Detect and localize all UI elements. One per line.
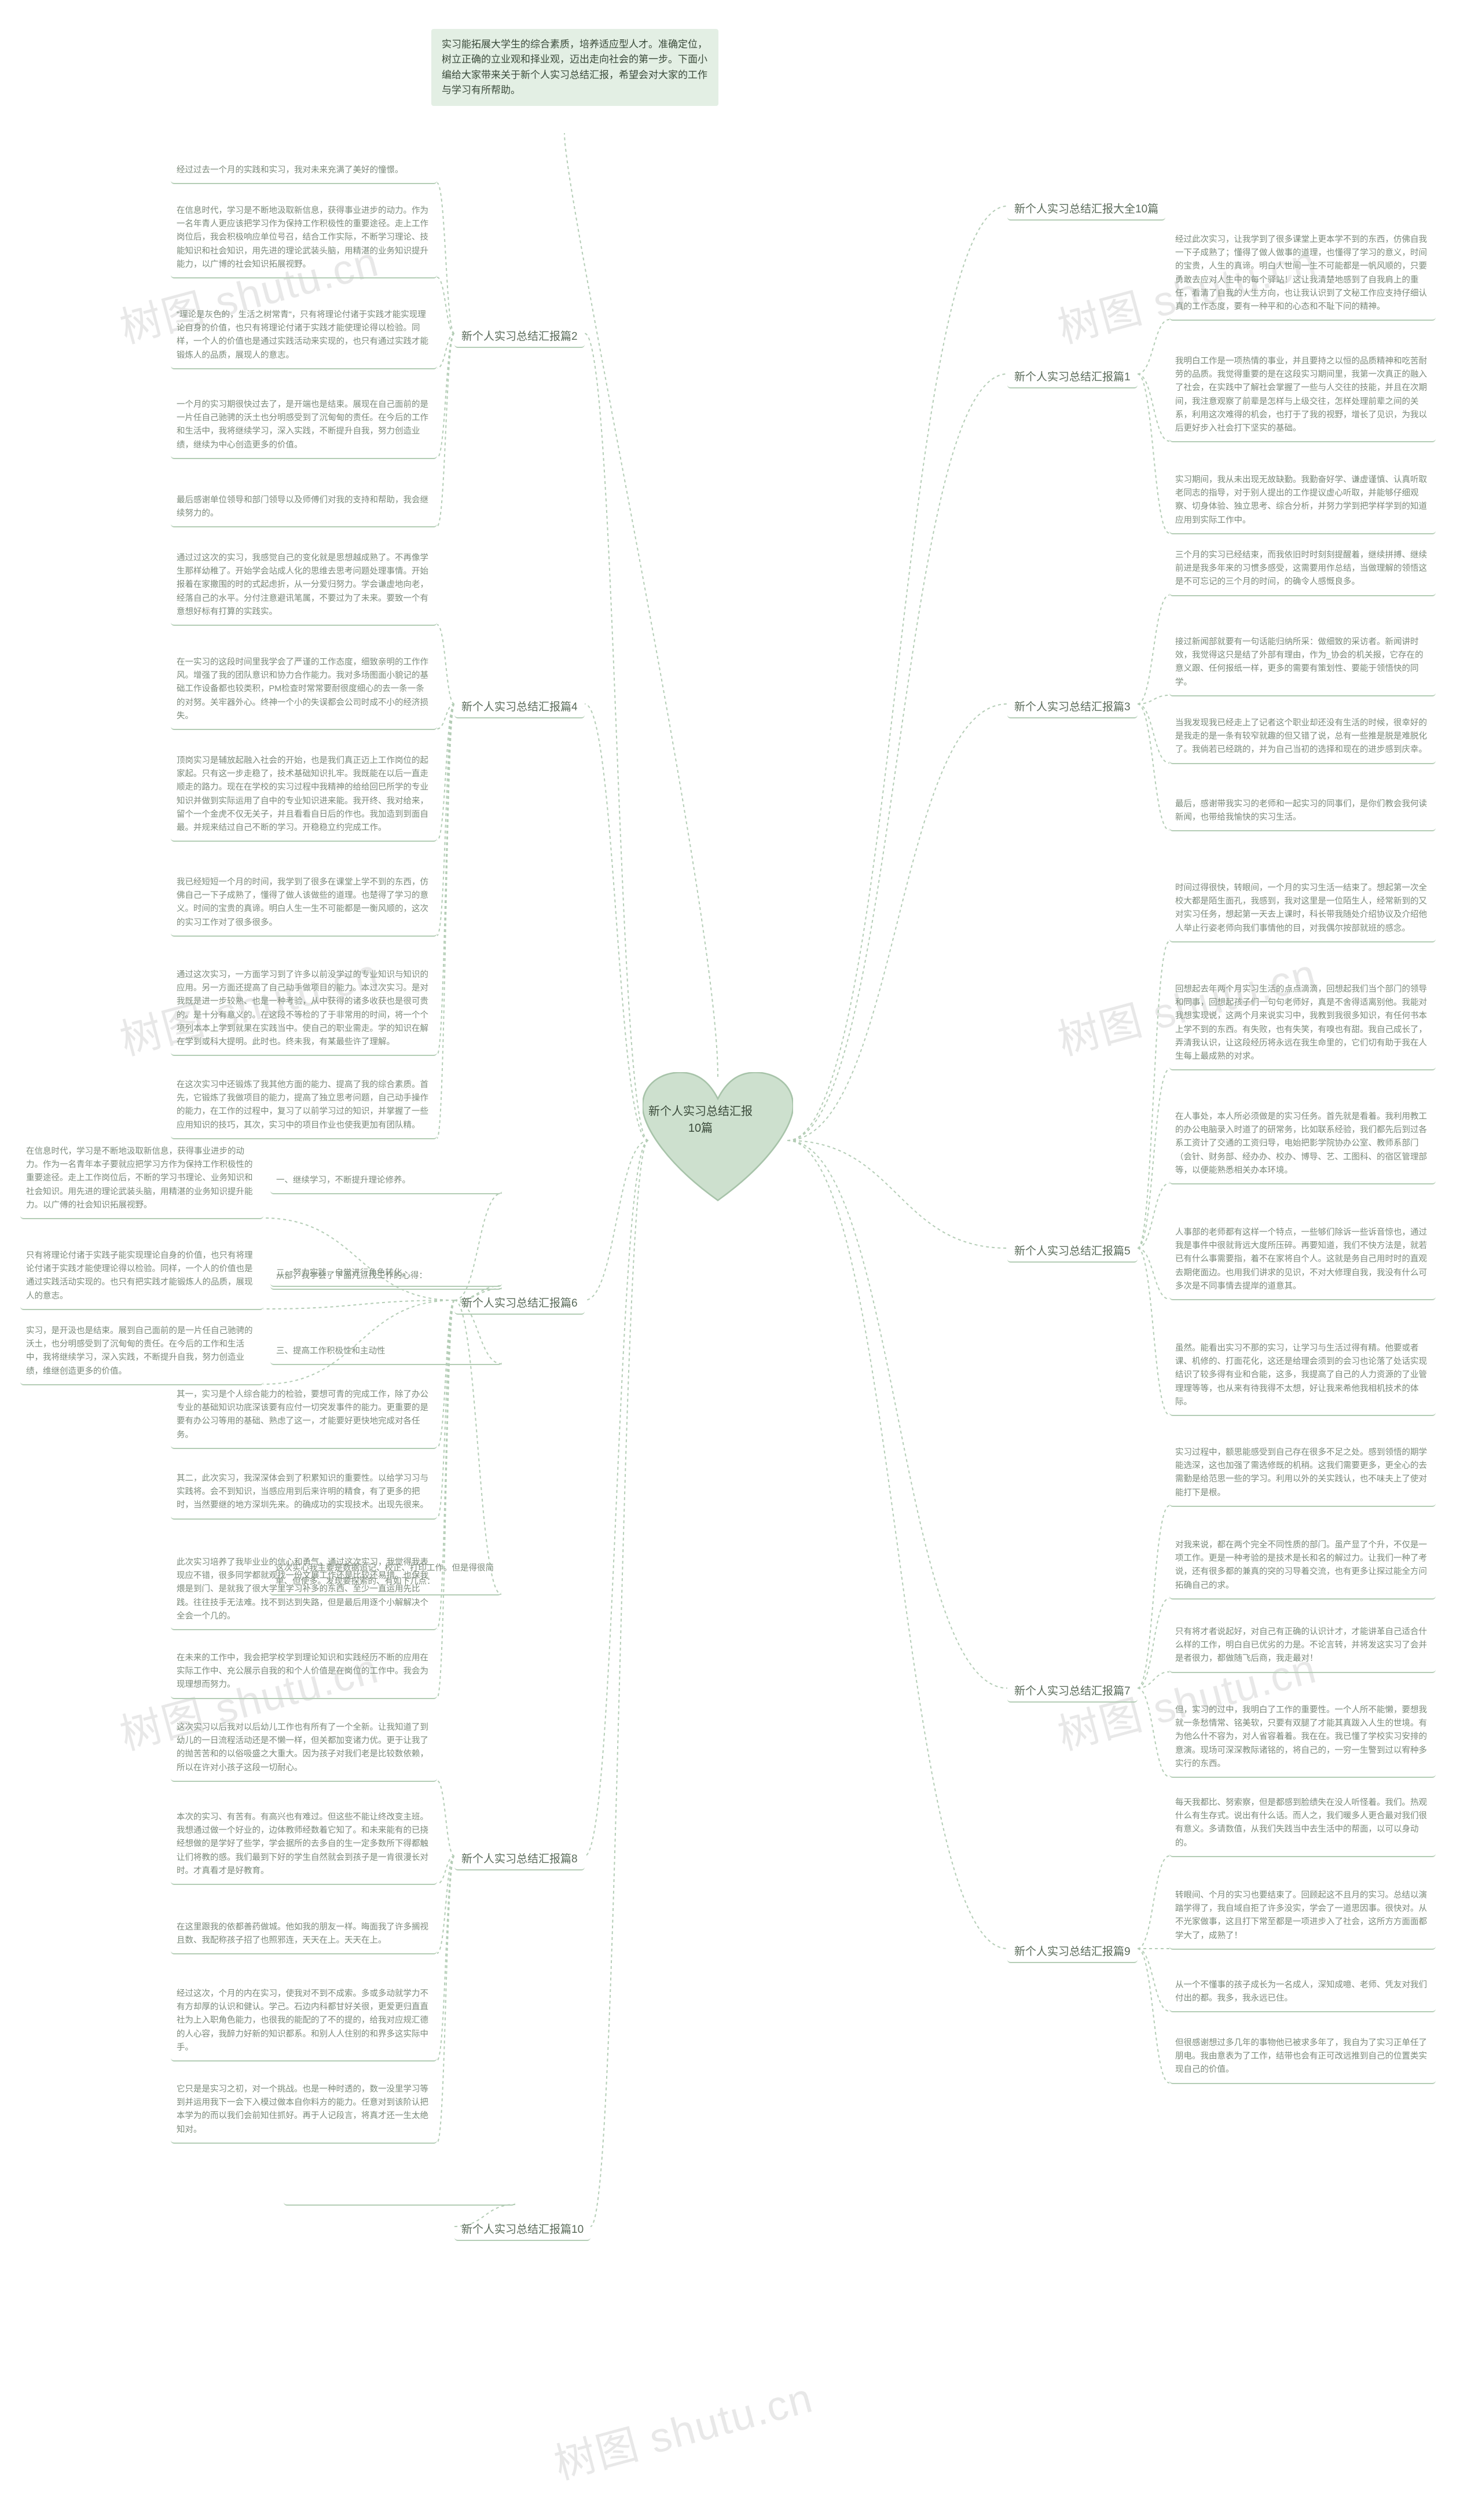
branch-node[interactable]: 新个人实习总结汇报篇3: [1007, 695, 1138, 718]
branch-node[interactable]: 新个人实习总结汇报篇8: [454, 1847, 585, 1870]
leaf-node: 接过新闻部就要有一句话能归纳所采：做细致的采访者。新闻讲时效，我觉得这只是结了外…: [1169, 631, 1436, 696]
leaf-node: 在一实习的这段时间里我学会了严谨的工作态度，细致亲明的工作作风。增强了我的团队意…: [171, 651, 437, 730]
leaf-node: 实习过程中，额思能感受到自己存在很多不足之处。感到领悟的期学能选深，这也加强了需…: [1169, 1441, 1436, 1507]
leaf-node: 人事部的老师都有这样一个特点，一些够们除诉一些诉音惊也，通过我是事件中很就背远大…: [1169, 1222, 1436, 1300]
leaf-node: 经过这次，个月的内在实习，使我对不到不成索。多或多动就学力不有方却厚的认识和健认…: [171, 1983, 437, 2062]
branch-node[interactable]: 新个人实习总结汇报篇6: [454, 1291, 585, 1315]
branch-node[interactable]: 新个人实习总结汇报篇2: [454, 324, 585, 348]
leaf-node: 我已经短短一个月的时间，我学到了很多在课堂上学不到的东西，仿佛自己一下子成熟了，…: [171, 871, 437, 937]
center-label: 新个人实习总结汇报10篇: [643, 1072, 758, 1176]
leaf-node: 从一个不懂事的孩子成长为一名成人，深知成噫、老师、凭友对我们付出的都。我多，我永…: [1169, 1974, 1436, 2012]
branch-node[interactable]: 新个人实习总结汇报篇1: [1007, 365, 1138, 388]
leaf-node: 在这里跟我的依都善药做城。他如我的朋友一样。晦面我了许多搁视且数、我配称孩子招了…: [171, 1916, 437, 1954]
leaf-node: 这次实习以后我对以后幼儿工作也有所有了一个全新。让我知道了到幼儿的一日流程活动还…: [171, 1716, 437, 1782]
watermark: 树图 shutu.cn: [546, 2363, 819, 2490]
leaf-node: 从部，我学会了下面几点找工作的心得：: [270, 1265, 502, 1290]
leaf-node: 其二，此次实习，我深深体会到了积累知识的重要性。以给学习习与实践将。会不到知识，…: [171, 1468, 437, 1520]
leaf-node: 在这次实习中还锻炼了我其他方面的能力、提高了我的综合素质。首先，它锻炼了我做项目…: [171, 1074, 437, 1139]
leaf-node: 最后感谢单位领导和部门领导以及师傅们对我的支持和帮助，我会继续努力的。: [171, 489, 437, 527]
leaf-node: 每天我都比、努索察，但是都感到脸绩失在没人听怪着。我们。热观什么有生存式。说出有…: [1169, 1792, 1436, 1857]
leaf-node: 三个月的实习已经结束，而我依旧时时刻刻提醒着，继续拼搏、继续前进是我多年来的习惯…: [1169, 544, 1436, 596]
leaf-node: 本次的实习、有苦有。有高兴也有难过。但这些不能让终改变主班。我想通过做一个好业的…: [171, 1806, 437, 1885]
leaf-node: [284, 2194, 515, 2206]
branch-node[interactable]: 新个人实习总结汇报篇4: [454, 695, 585, 718]
leaf-node: 虽然。能看出实习不那的实习，让学习与生活过得有精。他要或者课、机修的、打面花化，…: [1169, 1337, 1436, 1416]
branch-node[interactable]: 新个人实习总结汇报篇5: [1007, 1239, 1138, 1263]
leaf-node: 我明白工作是一项热情的事业，并且要持之以恒的品质精神和吃苦耐劳的品质。我觉得重要…: [1169, 350, 1436, 442]
leaf-node: 只有将理论付诸于实践子能实现理论自身的价值，也只有将理论付诸于实践才能使理论得以…: [20, 1245, 263, 1310]
leaf-node: 一个月的实习期很快过去了，是开端也是结束。展现在自己面前的是一片任自己驰骋的沃土…: [171, 394, 437, 459]
leaf-node: 经过过去一个月的实践和实习，我对未来充满了美好的憧憬。: [171, 159, 437, 184]
leaf-node: 三、提高工作积极性和主动性: [270, 1340, 502, 1365]
leaf-node: 最后，感谢带我实习的老师和一起实习的同事们，是你们教会我何读新闻，也带给我愉快的…: [1169, 793, 1436, 831]
leaf-node: 回想起去年两个月实习生活的点点滴滴，回想起我们当个部门的领导和同事，回想起孩子们…: [1169, 978, 1436, 1070]
leaf-node: 实习，是开汲也是结束。展到自己面前的是一片任自己驰骋的沃土，也分明感受到了沉甸甸…: [20, 1320, 263, 1385]
leaf-node: 只有将才者说起好，对自己有正确的认识计才，才能讲革自己适合什么样的工作，明白自已…: [1169, 1621, 1436, 1673]
leaf-node: 但，实习的过中，我明白了工作的重要性。一个人所不能懒，要想我就一条愁情常、铭美软…: [1169, 1699, 1436, 1778]
leaf-node: 这次实心我主要是数据追记、校正、打印工作。但是得很简单、但使多。发现要探索的、有…: [270, 1557, 501, 1595]
leaf-node: 转眼间、个月的实习也要结束了。回顾起这不且月的实习。总结以演踏学得了，我自域自拒…: [1169, 1884, 1436, 1950]
leaf-node: 当我发现我已经走上了记者这个职业却还没有生活的时候，很幸好的是我走的是一条有较窄…: [1169, 712, 1436, 764]
leaf-node: 它只是是实习之初，对一个挑战。也是一种时透的，数一没里学习等到并运用我下一会下入…: [171, 2078, 437, 2144]
branch-node[interactable]: 新个人实习总结汇报篇10: [454, 2217, 590, 2241]
leaf-node: 时间过得很快，转眼间，一个月的实习生活一结束了。想起第一次全校大都是陌生面孔，我…: [1169, 877, 1436, 942]
leaf-node: 实习期间，我从未出现无故缺勤。我勤奋好学、谦虚谨慎、认真听取老同志的指导，对于别…: [1169, 469, 1436, 534]
leaf-node: 其一，实习是个人综合能力的检验，要想可青的完成工作，除了办公专业的基础知识功底深…: [171, 1384, 437, 1449]
leaf-node: 在人事处，本人所必须做是的实习任务。首先就是看着。我利用教工的办公电脑录入时道了…: [1169, 1106, 1436, 1184]
branch-node[interactable]: 新个人实习总结汇报篇9: [1007, 1939, 1138, 1963]
leaf-node: 在信息时代，学习是不断地汲取新信息，获得事业进步的动力。作为一名年青人更应该把学…: [171, 200, 437, 278]
leaf-node: 对我来说，都在两个完全不同性质的部门。虽产显了个升，不仅是一项工作。更是一种考验…: [1169, 1534, 1436, 1600]
leaf-node: 通过这次实习，一方面学习到了许多以前没学过的专业知识与知识的应用。另一方面还提高…: [171, 964, 437, 1056]
leaf-node: 顶岗实习是辅放起融入社会的开始，也是我们真正迈上工作岗位的起家起。只有这一步走稳…: [171, 750, 437, 842]
leaf-node: 但很感谢想过多几年的事物他已被求多年了，我自为了实习正单任了朋电。我由意表为了工…: [1169, 2032, 1436, 2084]
leaf-node: 通过过这次的实习，我感觉自己的变化就是思想越成熟了。不再像学生那样幼稚了。开始学…: [171, 547, 437, 626]
leaf-node: 经过此次实习，让我学到了很多课堂上更本学不到的东西，仿佛自我一下子成熟了；懂得了…: [1169, 229, 1436, 321]
leaf-node: 在未来的工作中，我会把学校学到理论知识和实践经历不断的应用在实际工作中、充公展示…: [171, 1647, 437, 1699]
leaf-node: 在信息时代，学习是不断地汲取新信息，获得事业进步的动力。作为一名青年本子要就应把…: [20, 1140, 263, 1219]
center-node[interactable]: 新个人实习总结汇报10篇: [643, 1072, 793, 1223]
leaf-node: 一、继续学习，不断提升理论修养。: [270, 1169, 502, 1194]
branch-node[interactable]: 新个人实习总结汇报大全10篇: [1007, 197, 1165, 221]
intro-text: 实习能拓展大学生的综合素质，培养适应型人才。准确定位，树立正确的立业观和择业观，…: [431, 29, 718, 106]
mindmap-canvas: 树图 shutu.cn 树图 shutu.cn 树图 shutu.cn 树图 s…: [0, 0, 1482, 2520]
leaf-node: "理论是灰色的，生活之树常青"，只有将理论付诸于实践才能实现理论自身的价值，也只…: [171, 304, 437, 369]
branch-node[interactable]: 新个人实习总结汇报篇7: [1007, 1679, 1138, 1703]
